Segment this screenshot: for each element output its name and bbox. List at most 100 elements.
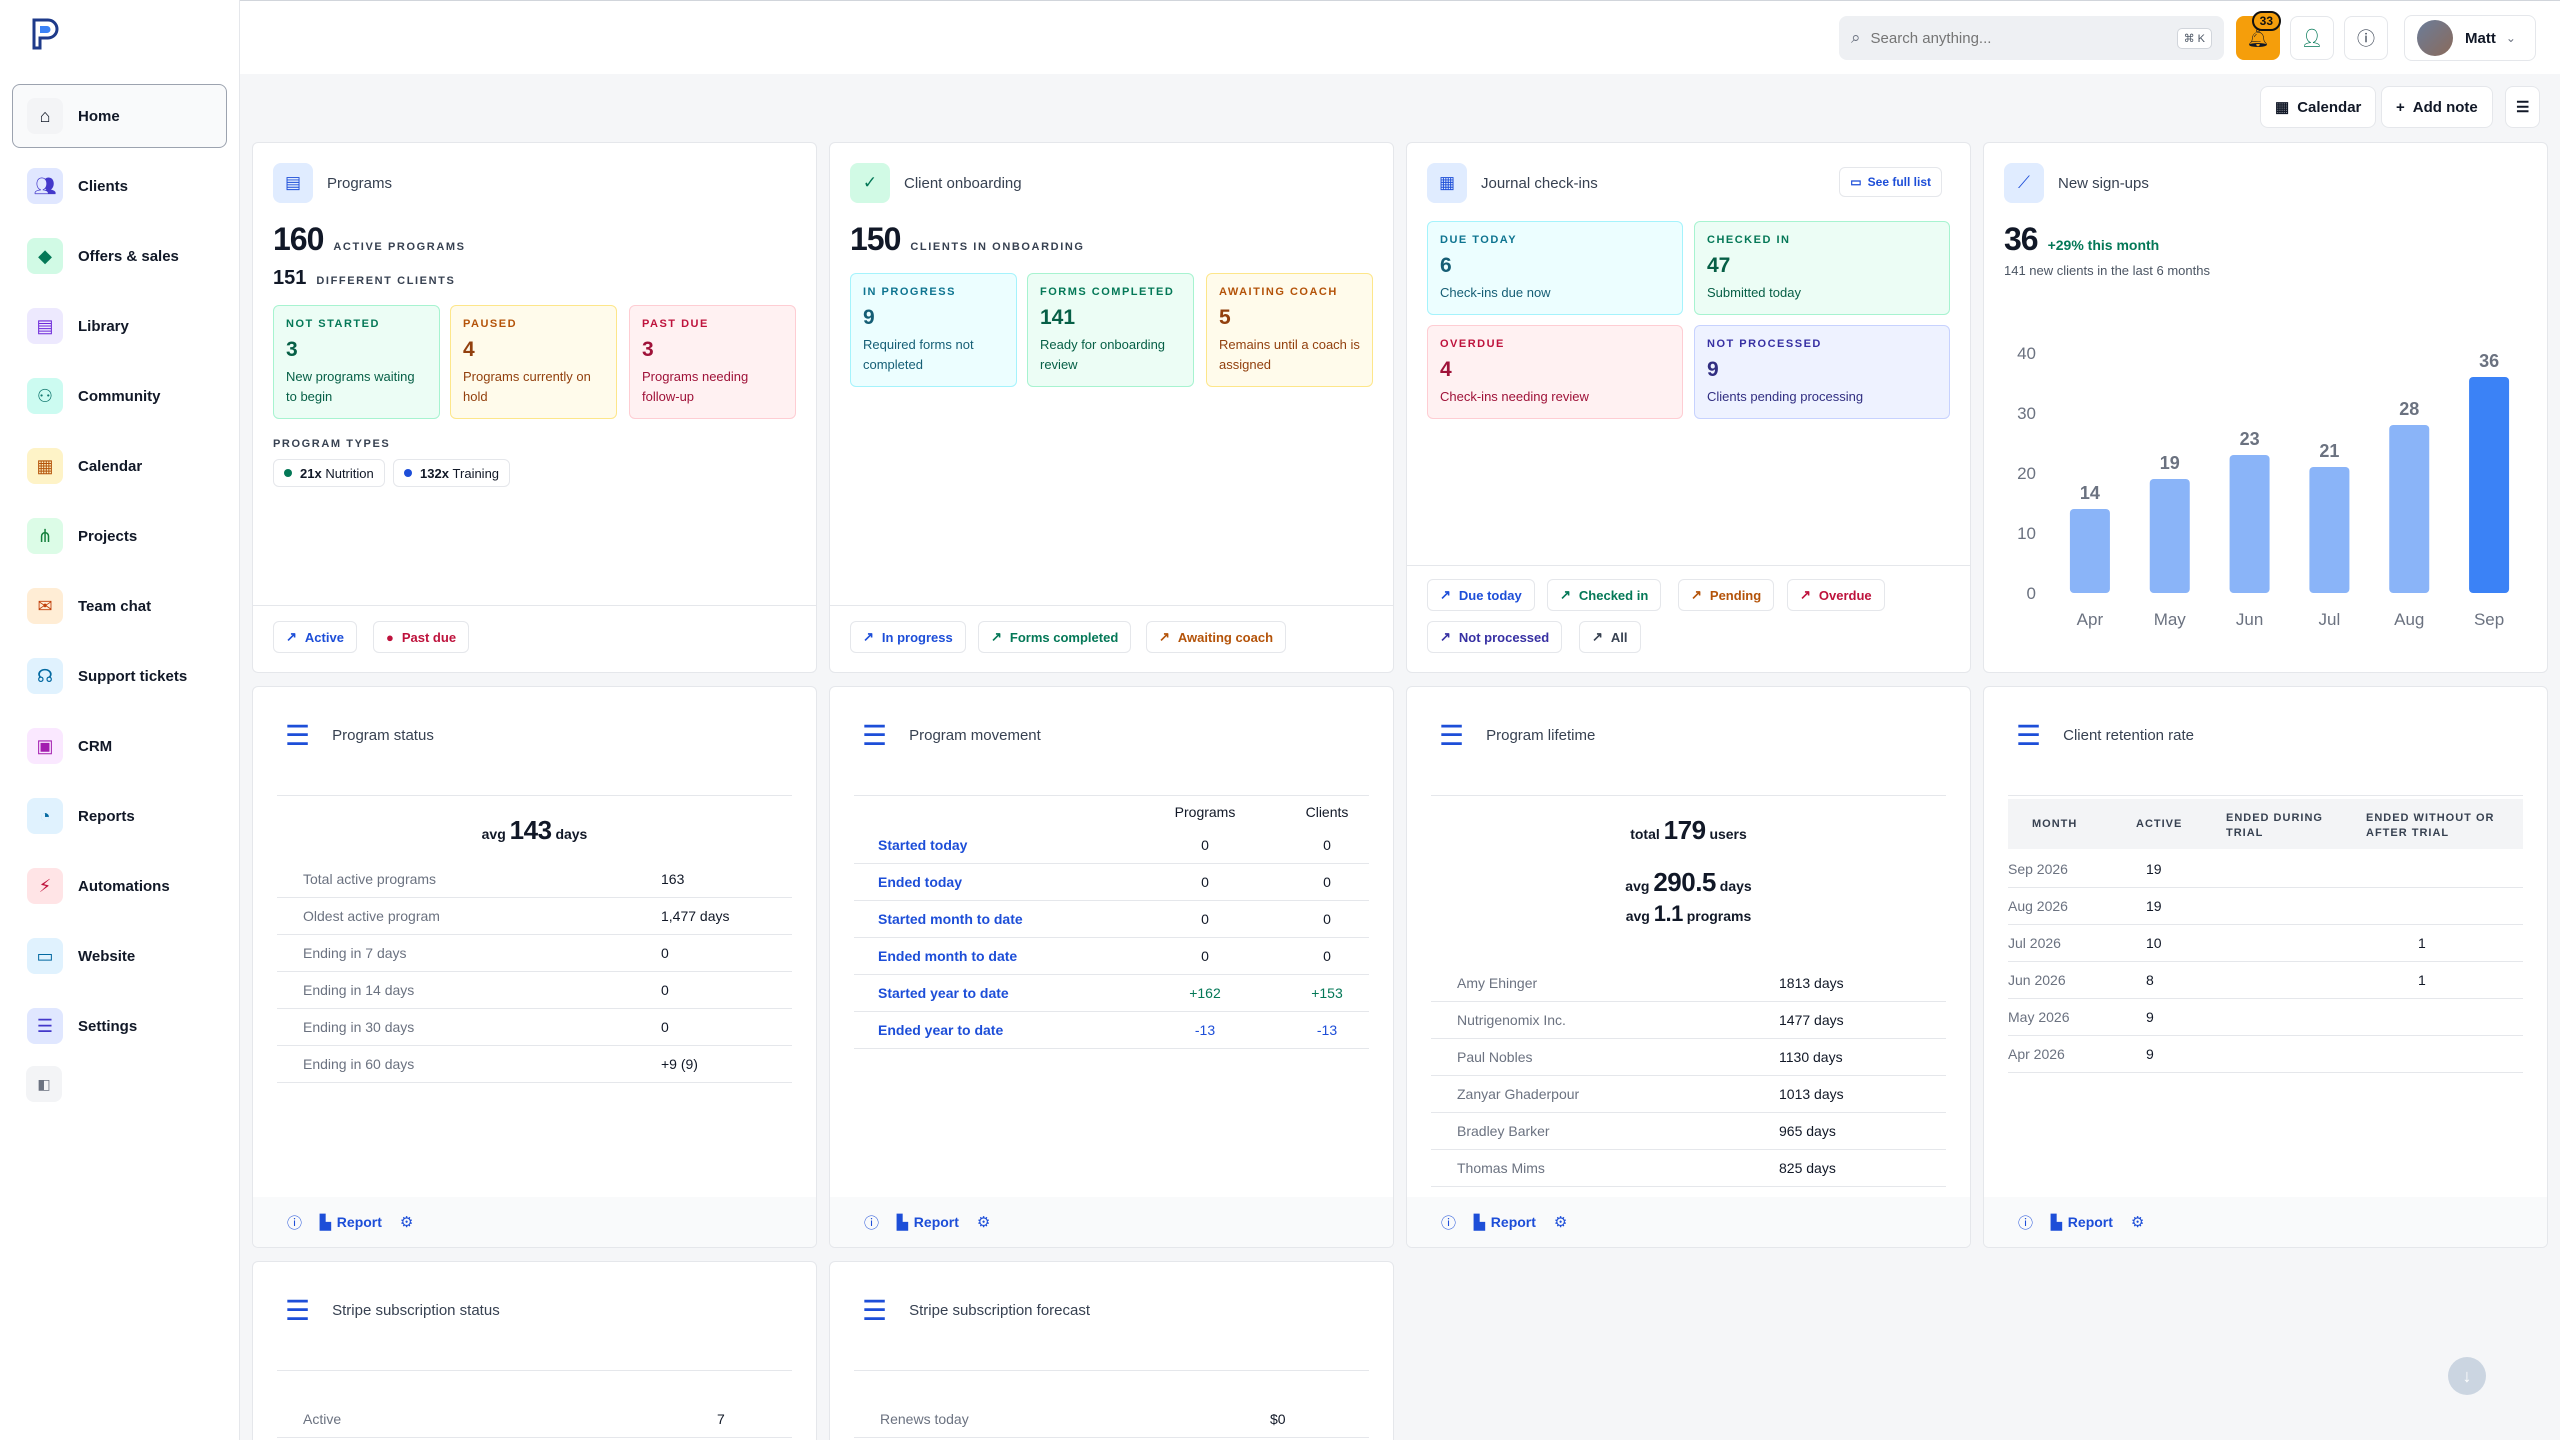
collapse-sidebar-icon[interactable]: ◧ bbox=[26, 1066, 62, 1102]
type-pill-nutrition[interactable]: 21x Nutrition bbox=[273, 459, 385, 487]
report-button[interactable]: ▙ Report bbox=[1474, 1214, 1536, 1231]
active-cell: 9 bbox=[2146, 1009, 2154, 1025]
not-processed-tile[interactable]: NOT PROCESSED 9 Clients pending processing bbox=[1694, 325, 1950, 419]
row-label: Nutrigenomix Inc. bbox=[1457, 1012, 1566, 1028]
calendar-icon: ▦ bbox=[27, 448, 63, 484]
due-today-filter-button[interactable]: ↗ Due today bbox=[1427, 579, 1535, 611]
programs-value: +162 bbox=[1189, 985, 1221, 1001]
tile-label: OVERDUE bbox=[1440, 338, 1505, 350]
type-pill-training[interactable]: 132x Training bbox=[393, 459, 511, 487]
app-logo[interactable] bbox=[28, 16, 64, 52]
external-link-icon: ↗ bbox=[863, 629, 874, 644]
row-label[interactable]: Ended year to date bbox=[878, 1022, 1004, 1038]
in-progress-filter-button[interactable]: ↗ In progress bbox=[850, 621, 966, 653]
past-due-filter-button[interactable]: ● Past due bbox=[373, 621, 470, 653]
awaiting-coach-filter-button[interactable]: ↗ Awaiting coach bbox=[1146, 621, 1287, 653]
not-started-tile[interactable]: NOT STARTED 3 New programs waiting to begi… bbox=[273, 305, 440, 419]
forms-completed-filter-button[interactable]: ↗ Forms completed bbox=[978, 621, 1132, 653]
sidebar-item-label: Settings bbox=[78, 1017, 138, 1035]
sidebar-item-automations[interactable]: ⚡︎ Automations bbox=[12, 854, 227, 918]
active-filter-button[interactable]: ↗ Active bbox=[273, 621, 357, 653]
help-icon[interactable]: ⓘ bbox=[1441, 1214, 1457, 1232]
sidebar-item-clients[interactable]: 👥︎ Clients bbox=[12, 154, 227, 218]
due-today-tile[interactable]: DUE TODAY 6 Check-ins due now bbox=[1427, 221, 1683, 315]
table-row[interactable]: Started today 0 0 bbox=[854, 827, 1369, 864]
checked-in-tile[interactable]: CHECKED IN 47 Submitted today bbox=[1694, 221, 1950, 315]
all-filter-button[interactable]: ↗ All bbox=[1579, 621, 1641, 653]
table-row[interactable]: Started month to date 0 0 bbox=[854, 901, 1369, 938]
table-row[interactable]: Started year to date +162 +153 bbox=[854, 975, 1369, 1012]
sidebar-item-calendar[interactable]: ▦ Calendar bbox=[12, 434, 227, 498]
row-label[interactable]: Started month to date bbox=[878, 911, 1023, 927]
bar-apr[interactable] bbox=[2069, 509, 2110, 593]
overdue-filter-button[interactable]: ↗ Overdue bbox=[1787, 579, 1885, 611]
clients-value: 0 bbox=[1323, 874, 1331, 890]
user-check-button[interactable]: 👤︎ bbox=[2290, 16, 2334, 60]
sidebar-item-projects[interactable]: ⋔ Projects bbox=[12, 504, 227, 568]
search-input[interactable] bbox=[1870, 29, 2177, 47]
sidebar-item-offers-sales[interactable]: ◆ Offers & sales bbox=[12, 224, 227, 288]
gear-icon[interactable]: ⚙ bbox=[976, 1214, 991, 1231]
users-icon: 👥︎ bbox=[27, 168, 63, 204]
report-button[interactable]: ▙ Report bbox=[2051, 1214, 2113, 1231]
sidebar-item-settings[interactable]: ☰ Settings bbox=[12, 994, 227, 1058]
past-due-tile[interactable]: PAST DUE 3 Programs needing follow-up bbox=[629, 305, 796, 419]
row-label[interactable]: Started today bbox=[878, 837, 968, 853]
x-tick-label: Jun bbox=[2236, 610, 2263, 629]
row-label[interactable]: Ended today bbox=[878, 874, 963, 890]
data-label: 36 bbox=[2479, 351, 2499, 371]
see-full-list-button[interactable]: ▭ See full list bbox=[1839, 167, 1942, 197]
stripe-forecast-card: ☰ Stripe subscription forecast Renews tod… bbox=[829, 1261, 1394, 1440]
bar-jun[interactable] bbox=[2229, 455, 2270, 593]
settings-menu-button[interactable]: ☰ bbox=[2505, 86, 2541, 128]
in-progress-tile[interactable]: IN PROGRESS 9 Required forms not completed bbox=[850, 273, 1017, 387]
pending-filter-button[interactable]: ↗ Pending bbox=[1678, 579, 1775, 611]
bar-jul[interactable] bbox=[2309, 467, 2350, 593]
scroll-down-button[interactable]: ↓ bbox=[2448, 1357, 2486, 1395]
programs-value: 0 bbox=[1201, 874, 1209, 890]
avg-programs: avg 1.1 programs bbox=[1407, 901, 1970, 927]
notifications-button[interactable]: 🔔︎ 33 bbox=[2236, 11, 2281, 60]
sidebar-item-home[interactable]: ⌂ Home bbox=[12, 84, 227, 148]
user-menu[interactable]: Matt ⌄ bbox=[2404, 15, 2536, 61]
bar-may[interactable] bbox=[2149, 479, 2190, 593]
sidebar-item-reports[interactable]: ◔ Reports bbox=[12, 784, 227, 848]
tile-value: 47 bbox=[1707, 254, 1731, 277]
row-label[interactable]: Started year to date bbox=[878, 985, 1009, 1001]
not-processed-filter-button[interactable]: ↗ Not processed bbox=[1427, 621, 1563, 653]
help-icon[interactable]: ⓘ bbox=[2018, 1214, 2034, 1232]
row-value: $0 bbox=[1270, 1411, 1286, 1427]
sidebar-item-website[interactable]: ▭ Website bbox=[12, 924, 227, 988]
calendar-button[interactable]: ▦ Calendar bbox=[2260, 86, 2377, 128]
report-button[interactable]: ▙ Report bbox=[320, 1214, 382, 1231]
sidebar-item-crm[interactable]: ▣ CRM bbox=[12, 714, 227, 778]
bar-sep[interactable] bbox=[2469, 377, 2510, 593]
checked-in-filter-button[interactable]: ↗ Checked in bbox=[1547, 579, 1662, 611]
report-button[interactable]: ▙ Report bbox=[897, 1214, 959, 1231]
forms-completed-tile[interactable]: FORMS COMPLETED 141 Ready for onboarding r… bbox=[1027, 273, 1194, 387]
add-note-button[interactable]: + Add note bbox=[2381, 86, 2493, 128]
awaiting-coach-tile[interactable]: AWAITING COACH 5 Remains until a coach is … bbox=[1206, 273, 1373, 387]
help-icon[interactable]: ⓘ bbox=[287, 1214, 303, 1232]
table-row[interactable]: Ended month to date 0 0 bbox=[854, 938, 1369, 975]
gear-icon[interactable]: ⚙ bbox=[1553, 1214, 1568, 1231]
sidebar-item-support-tickets[interactable]: ☊ Support tickets bbox=[12, 644, 227, 708]
client-onboarding-card: ✓ Client onboarding 150 CLIENTS IN ONBOAR… bbox=[829, 142, 1394, 673]
row-label[interactable]: Ended month to date bbox=[878, 948, 1018, 964]
help-icon[interactable]: ⓘ bbox=[864, 1214, 880, 1232]
sidebar-item-team-chat[interactable]: ✉ Team chat bbox=[12, 574, 227, 638]
help-button[interactable]: ⓘ bbox=[2344, 16, 2388, 60]
gear-icon[interactable]: ⚙ bbox=[399, 1214, 414, 1231]
search-box[interactable]: ⌕ ⌘ K bbox=[1839, 16, 2224, 60]
sidebar-item-library[interactable]: ▤ Library bbox=[12, 294, 227, 358]
paused-tile[interactable]: PAUSED 4 Programs currently on hold bbox=[450, 305, 617, 419]
sidebar-item-community[interactable]: ⚇ Community bbox=[12, 364, 227, 428]
table-row[interactable]: Ended today 0 0 bbox=[854, 864, 1369, 901]
gear-icon[interactable]: ⚙ bbox=[2130, 1214, 2145, 1231]
bar-aug[interactable] bbox=[2389, 425, 2430, 593]
row-label: Zanyar Ghaderpour bbox=[1457, 1086, 1580, 1102]
overdue-tile[interactable]: OVERDUE 4 Check-ins needing review bbox=[1427, 325, 1683, 419]
see-full-label: See full list bbox=[1867, 175, 1931, 189]
table-row[interactable]: Ended year to date -13 -13 bbox=[854, 1012, 1369, 1049]
programs-card: ▤ Programs 160 ACTIVE PROGRAMS 151 DIFFER… bbox=[252, 142, 817, 673]
